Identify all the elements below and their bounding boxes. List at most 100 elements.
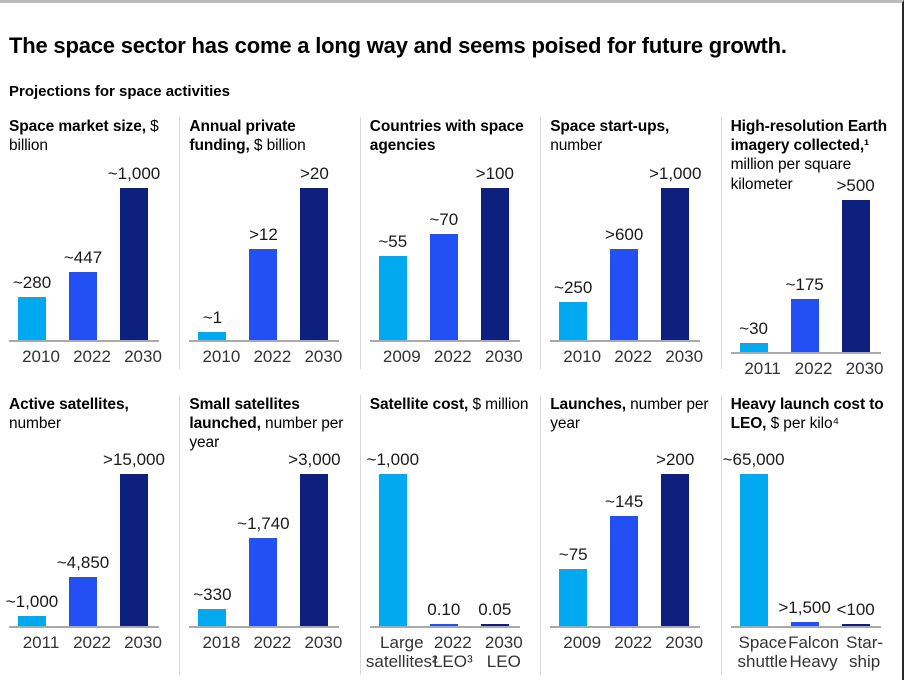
x-axis: 2018 2022 2030	[189, 633, 355, 675]
chart-cell: Countries with space agencies ~55 ~70 >100 2…	[361, 117, 542, 369]
bar-value-label: ~75	[558, 545, 588, 564]
bar-value-label: ~30	[739, 318, 769, 338]
chart-title-unit: $ million	[468, 396, 529, 413]
chart-title-unit: number per year	[189, 415, 344, 452]
bar	[841, 624, 870, 626]
x-axis-label: 2022	[434, 347, 472, 366]
x-axis-label-line: 2022	[253, 633, 292, 652]
chart-title: Launches, number per year	[550, 395, 716, 433]
chart-cell: Annual private funding, $ billion ~1 >12 >2…	[180, 117, 361, 369]
bar	[120, 188, 148, 340]
x-axis: 2009 2022 2030	[550, 633, 716, 675]
bar-value-label: >12	[248, 225, 278, 244]
bar	[559, 569, 588, 626]
x-axis-label-line: 2022	[614, 633, 653, 652]
chart-title-bold: Countries with space agencies	[369, 118, 524, 155]
chart-plot: ~330 ~1,740 >3,000	[189, 450, 341, 628]
chart-plot: ~30 ~175 >500	[730, 176, 881, 354]
chart-title-bold: Space start-ups,	[550, 118, 670, 135]
x-axis: 2011 2022 2030	[731, 359, 898, 381]
x-axis-label-line: 2030	[304, 347, 343, 366]
bar	[661, 474, 690, 626]
bar	[739, 342, 768, 352]
chart-title-bold: Annual private funding,	[189, 118, 296, 155]
bar-value-label: ~447	[63, 248, 103, 267]
x-axis-label-line: Star-	[846, 633, 884, 652]
bar	[378, 256, 407, 340]
bar-value-label: >15,000	[103, 450, 165, 469]
x-axis-label-line: 2022	[433, 633, 472, 652]
bar	[249, 249, 278, 340]
bar	[120, 474, 148, 626]
x-axis-label-line: Space	[738, 633, 787, 652]
bar-value-label: >500	[836, 175, 875, 195]
x-axis-label: 2030 LEO	[485, 633, 523, 671]
chart-title: Space market size, $ billion	[9, 117, 175, 155]
chart-plot: ~1,000 0.10 0.05	[367, 450, 520, 628]
x-axis-label: 2022	[73, 347, 111, 366]
chart-title-bold: High-resolution Earth imagery collected,…	[730, 118, 887, 155]
x-axis-label-line: 2030	[124, 633, 162, 652]
bar	[429, 234, 458, 340]
chart-title-unit: number	[9, 415, 61, 433]
x-axis-label: 2030	[846, 359, 884, 378]
charts-row-2: Active satellites, number ~1,000 ~4,850 >15…	[0, 395, 902, 675]
x-axis-label: 2022 LEO³	[433, 633, 473, 671]
chart-cell: Small satellites launched, number per ye…	[180, 395, 361, 675]
bar-value-label: ~1	[202, 308, 223, 327]
x-axis-label-line: 2009	[563, 633, 602, 652]
x-axis: 2011 2022 2030	[9, 633, 175, 675]
x-axis: 2010 2022 2030	[9, 347, 175, 369]
bar-value-label: 0.05	[478, 600, 512, 619]
bar	[480, 624, 509, 626]
bar-value-label: >1,000	[648, 164, 702, 183]
bar	[790, 298, 819, 352]
x-axis-label: 2030	[124, 633, 162, 652]
bar	[198, 609, 227, 626]
chart-title-bold: Space market size,	[9, 118, 146, 135]
x-axis-label: 2030	[665, 633, 703, 652]
bar	[69, 272, 97, 340]
x-axis: 2009 2022 2030	[370, 347, 536, 369]
x-axis-label: 2022	[253, 347, 291, 366]
x-axis-label-line: 2030	[124, 347, 162, 366]
bar-value-label: ~145	[605, 492, 644, 511]
chart-plot: ~75 ~145 >200	[550, 450, 701, 628]
x-axis-label-line: ship	[849, 652, 881, 672]
x-axis-label-line: 2030	[665, 633, 704, 652]
bar-value-label: <100	[836, 600, 875, 619]
x-axis-label: 2010	[22, 347, 60, 366]
bar	[69, 577, 97, 626]
chart-title-bold: Active satellites,	[9, 396, 129, 413]
chart-title: Annual private funding, $ billion	[189, 117, 355, 155]
x-axis-label: Star-ship	[846, 633, 883, 671]
x-axis-label-line: 2030	[484, 347, 523, 366]
x-axis-label: 2030	[485, 347, 523, 366]
bar-value-label: ~1,000	[366, 450, 420, 469]
bar	[661, 188, 690, 340]
x-axis-label-line: 2030	[665, 347, 704, 366]
x-axis-label: 2010	[202, 347, 240, 366]
x-axis-label-line: 2022	[614, 347, 653, 366]
chart-title: Satellite cost, $ million	[370, 395, 536, 414]
x-axis-label-line: 2018	[202, 633, 241, 652]
bar-value-label: >100	[475, 164, 514, 183]
bar-value-label: ~330	[193, 585, 232, 604]
bar	[300, 474, 329, 626]
bar-value-label: ~250	[554, 278, 593, 297]
chart-title: Small satellites launched, number per ye…	[189, 395, 355, 453]
chart-title: High-resolution Earth imagery collected,…	[731, 117, 898, 194]
chart-cell: Space market size, $ billion ~280 ~447 ~1,0…	[0, 117, 181, 369]
bar	[300, 188, 329, 340]
bar-value-label: >1,500	[778, 598, 831, 617]
chart-title-bold: Satellite cost,	[369, 396, 469, 413]
bar-value-label: ~1,000	[107, 164, 161, 183]
x-axis: Large satellites² 2022 LEO³ 2030 LEO	[366, 633, 536, 675]
bar-value-label: ~1,000	[5, 592, 59, 611]
chart-cell: Satellite cost, $ million ~1,000 0.10 0.05 L…	[361, 395, 542, 675]
x-axis-label: 2030	[304, 347, 342, 366]
x-axis-label-line: 2030	[845, 358, 884, 378]
bar-value-label: ~4,850	[56, 553, 110, 572]
bar-value-label: ~280	[12, 273, 52, 292]
x-axis: Space shuttle Falcon Heavy Star-ship	[731, 633, 898, 675]
